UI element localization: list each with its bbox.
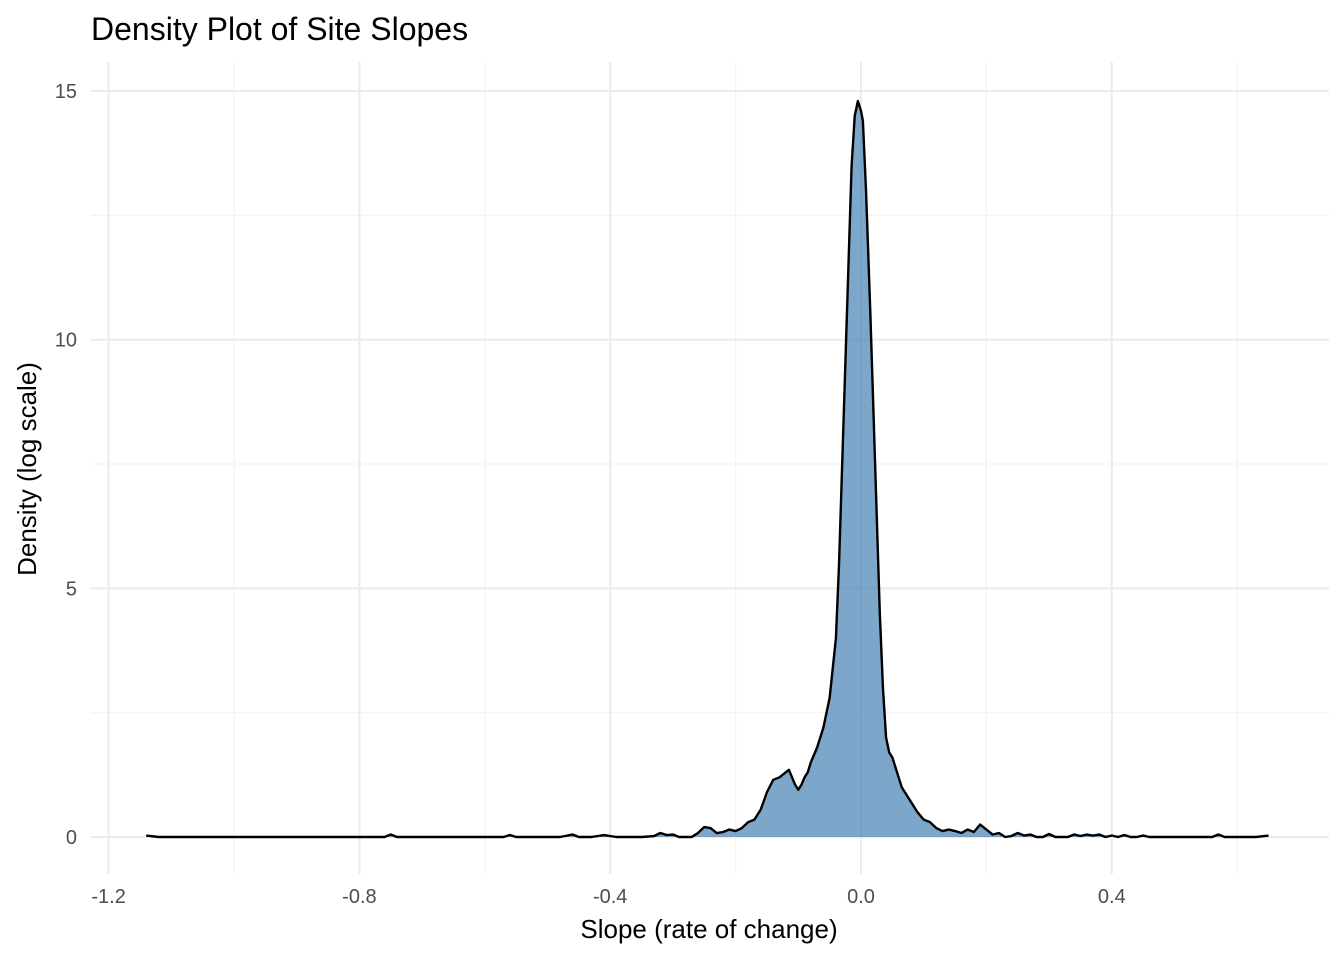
density-area bbox=[146, 101, 1269, 837]
chart-title: Density Plot of Site Slopes bbox=[91, 11, 468, 47]
plot-area bbox=[146, 99, 1269, 839]
x-tick-label: -0.4 bbox=[593, 886, 627, 908]
y-tick-label: 10 bbox=[55, 330, 77, 352]
y-axis-title: Density (log scale) bbox=[12, 362, 42, 576]
y-tick-label: 5 bbox=[66, 578, 77, 600]
y-axis-ticks: 0 5 10 15 bbox=[55, 81, 77, 849]
x-tick-label: 0.0 bbox=[847, 886, 875, 908]
x-tick-label: 0.4 bbox=[1098, 886, 1126, 908]
x-axis-ticks: -1.2 -0.8 -0.4 0.0 0.4 bbox=[91, 886, 1125, 908]
y-tick-label: 0 bbox=[66, 827, 77, 849]
y-tick-label: 15 bbox=[55, 81, 77, 103]
density-line bbox=[146, 99, 1269, 839]
x-tick-label: -0.8 bbox=[342, 886, 376, 908]
grid bbox=[91, 62, 1329, 874]
x-tick-label: -1.2 bbox=[91, 886, 125, 908]
x-axis-title: Slope (rate of change) bbox=[580, 914, 837, 944]
